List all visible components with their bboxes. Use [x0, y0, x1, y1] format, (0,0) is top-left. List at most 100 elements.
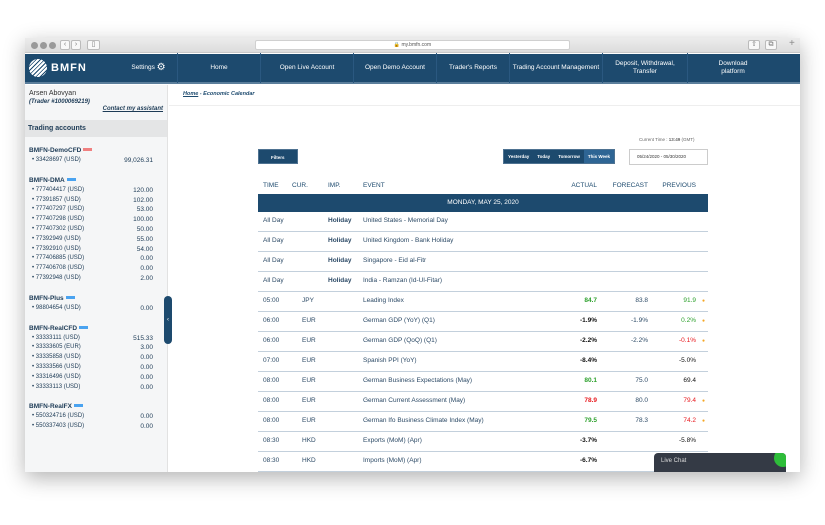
table-row[interactable]: All Day Holiday United Kingdom - Bank Ho…	[258, 232, 708, 252]
event-currency: JPY	[302, 297, 314, 304]
group-badge	[83, 148, 93, 151]
account-groups: BMFN-DemoCFD • 33428697 (USD) 99,026.31 BMF…	[25, 147, 167, 433]
economic-calendar-table: TIME CUR. IMP. EVENT ACTUAL FORECAST PRE…	[258, 182, 708, 472]
event-currency: EUR	[302, 377, 316, 384]
contact-assistant-link[interactable]: Contact my assistant	[102, 106, 163, 112]
nav-traders-reports[interactable]: Trader's Reports	[436, 53, 509, 83]
table-row[interactable]: 08:00 EUR German Current Assessment (May…	[258, 392, 708, 412]
table-row[interactable]: All Day Holiday United States - Memorial…	[258, 212, 708, 232]
address-bar[interactable]: 🔒 my.bmfn.com	[255, 40, 570, 50]
account-item[interactable]: • 77392949 (USD) 55.00	[29, 236, 163, 246]
table-row[interactable]: 06:00 EUR German GDP (QoQ) (Q1) -2.2% -2…	[258, 332, 708, 352]
account-item[interactable]: • 777406708 (USD) 0.00	[29, 265, 163, 275]
account-balance: 54.00	[136, 245, 153, 253]
nav-deposit-withdrawal-transfer[interactable]: Deposit, Withdrawal, Transfer	[602, 53, 687, 83]
period-tomorrow[interactable]: Tomorrow	[558, 154, 580, 159]
close-window-button[interactable]	[31, 42, 38, 49]
account-item[interactable]: • 33428697 (USD) 99,026.31	[29, 157, 163, 167]
table-row[interactable]: 08:00 EUR German Business Expectations (…	[258, 372, 708, 392]
account-item[interactable]: • 33333566 (USD) 0.00	[29, 364, 163, 374]
account-item[interactable]: • 33335858 (USD) 0.00	[29, 354, 163, 364]
account-item[interactable]: • 33316496 (USD) 0.00	[29, 374, 163, 384]
account-item[interactable]: • 777407297 (USD) 53.00	[29, 206, 163, 216]
account-number: • 777406708 (USD)	[32, 265, 85, 272]
group-badge	[79, 325, 89, 329]
account-number: • 77392948 (USD)	[32, 274, 81, 281]
account-item[interactable]: • 777406885 (USD) 0.00	[29, 255, 163, 265]
table-row[interactable]: 08:00 EUR German Ifo Business Climate In…	[258, 412, 708, 432]
nav-open-demo-account[interactable]: Open Demo Account	[353, 53, 436, 83]
table-row[interactable]: All Day Holiday India - Ramzan (Id-Ul-Fi…	[258, 272, 708, 292]
account-balance: 0.00	[140, 423, 153, 431]
col-time: TIME	[263, 182, 279, 189]
nav-download-platform[interactable]: Download platform	[687, 53, 778, 83]
account-item[interactable]: • 777404417 (USD) 120.00	[29, 187, 163, 197]
account-balance: 55.00	[136, 235, 153, 243]
account-id: 550337403 (USD)	[35, 423, 85, 430]
filters-button[interactable]: Filters	[258, 149, 298, 164]
account-item[interactable]: • 33333605 (EUR) 3.00	[29, 344, 163, 354]
event-time: 08:00	[263, 377, 280, 384]
table-row[interactable]: All Day Holiday Singapore - Eid al-Fitr	[258, 252, 708, 272]
account-item[interactable]: • 77391857 (USD) 102.00	[29, 197, 163, 207]
account-item[interactable]: • 98804654 (USD) 0.00	[29, 305, 163, 315]
account-id: 77391857 (USD)	[35, 196, 81, 203]
nav-open-live-account[interactable]: Open Live Account	[260, 53, 353, 83]
event-name: Singapore - Eid al-Fitr	[363, 257, 427, 264]
account-item[interactable]: • 777407302 (USD) 50.00	[29, 226, 163, 236]
period-selector: Yesterday Today Tomorrow This Week	[503, 149, 616, 164]
table-row[interactable]: 08:30 HKD Exports (MoM) (Apr) -3.7% -5.8…	[258, 432, 708, 452]
account-number: • 777404417 (USD)	[32, 186, 85, 193]
nav-trading-account-management[interactable]: Trading Account Management	[509, 53, 602, 83]
event-forecast: -2.2%	[631, 337, 648, 344]
table-row[interactable]: 07:00 EUR Spanish PPI (YoY) -8.4% -5.0%	[258, 352, 708, 372]
breadcrumb-home-link[interactable]: Home	[183, 91, 199, 97]
new-tab-icon[interactable]: +	[789, 38, 795, 49]
nav-home[interactable]: Home	[177, 53, 260, 83]
event-name: Imports (MoM) (Apr)	[363, 457, 422, 464]
account-item[interactable]: • 550337403 (USD) 0.00	[29, 423, 163, 433]
col-currency: CUR.	[292, 182, 308, 189]
account-id: 777407298 (USD)	[35, 216, 85, 223]
bmfn-logo[interactable]: BMFN	[25, 59, 120, 77]
account-item[interactable]: • 33333113 (USD) 0.00	[29, 384, 163, 394]
account-id: 33333566 (USD)	[35, 363, 81, 370]
event-currency: EUR	[302, 317, 316, 324]
nav-label: Settings	[131, 64, 155, 71]
group-name: BMFN-DemoCFD	[29, 147, 82, 154]
revised-star-icon: ●	[701, 418, 705, 424]
url-text: my.bmfn.com	[401, 42, 432, 48]
collapse-sidebar-handle[interactable]: ‹	[164, 296, 172, 344]
maximize-window-button[interactable]	[49, 42, 56, 49]
account-number: • 777407302 (USD)	[32, 225, 85, 232]
period-today[interactable]: Today	[537, 154, 551, 159]
event-importance: Holiday	[328, 217, 352, 224]
share-icon[interactable]: ⇧	[748, 40, 760, 50]
account-number: • 550324716 (USD)	[32, 413, 85, 420]
tabs-icon[interactable]: ⧉	[765, 40, 777, 50]
account-id: 777404417 (USD)	[35, 186, 85, 193]
table-row[interactable]: 08:30 HKD Imports (MoM) (Apr) -6.7%	[258, 452, 708, 472]
sidebar-toggle-icon[interactable]: ▯	[87, 40, 100, 50]
nav-settings[interactable]: Settings ⚙	[120, 53, 177, 83]
account-balance: 0.00	[140, 255, 153, 263]
back-icon[interactable]: ‹	[60, 40, 70, 50]
account-item[interactable]: • 77392910 (USD) 54.00	[29, 246, 163, 256]
account-item[interactable]: • 777407298 (USD) 100.00	[29, 216, 163, 226]
table-row[interactable]: 06:00 EUR German GDP (YoY) (Q1) -1.9% -1…	[258, 312, 708, 332]
account-item[interactable]: • 77392948 (USD) 2.00	[29, 275, 163, 285]
date-range-input[interactable]: 05/24/2020 - 05/30/2020	[629, 149, 708, 165]
live-chat-button[interactable]: Live Chat	[654, 453, 786, 472]
minimize-window-button[interactable]	[40, 42, 47, 49]
period-this-week[interactable]: This Week	[583, 150, 615, 163]
account-item[interactable]: • 550324716 (USD) 0.00	[29, 413, 163, 423]
forward-icon[interactable]: ›	[71, 40, 81, 50]
col-actual: ACTUAL	[571, 182, 597, 189]
group-badge	[73, 404, 83, 408]
account-balance: 50.00	[136, 225, 153, 233]
account-item[interactable]: • 33333111 (USD) 515.33	[29, 335, 163, 345]
period-yesterday[interactable]: Yesterday	[508, 154, 530, 159]
table-row[interactable]: 05:00 JPY Leading Index 84.7 83.8 91.9 ●	[258, 292, 708, 312]
browser-titlebar: ‹ › ▯ 🔒 my.bmfn.com ⇧ ⧉ +	[25, 38, 800, 53]
event-forecast: 83.8	[635, 297, 648, 304]
